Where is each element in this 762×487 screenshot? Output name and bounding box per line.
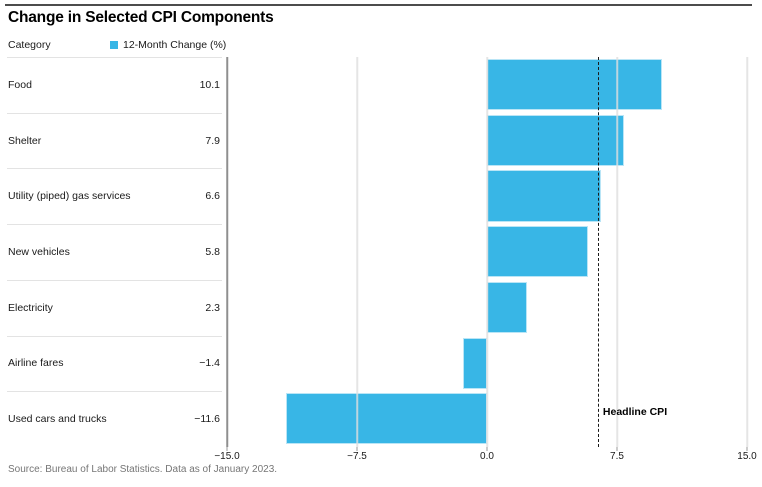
tick-label: 7.5 <box>610 451 624 462</box>
tick-label: 0.0 <box>480 451 494 462</box>
row-divider <box>7 279 222 281</box>
category-value: 7.9 <box>205 134 220 147</box>
bar <box>487 226 588 278</box>
plot-area: Headline CPI <box>226 57 748 447</box>
row-divider <box>7 224 222 226</box>
legend-series-label: 12-Month Change (%) <box>123 39 227 51</box>
bar <box>462 337 487 389</box>
tick-label: −15.0 <box>214 451 240 462</box>
category-value: 10.1 <box>199 78 220 91</box>
category-value: −1.4 <box>199 357 220 370</box>
category-column-header: Category <box>8 39 51 51</box>
category-value: 5.8 <box>205 245 220 258</box>
row-divider <box>7 57 222 58</box>
bar <box>487 59 663 111</box>
category-label: Used cars and trucks <box>8 413 107 426</box>
axis-line <box>226 57 228 447</box>
category-label: Electricity <box>8 301 53 314</box>
gridline <box>616 57 618 447</box>
bar <box>487 114 624 166</box>
bar <box>285 393 487 445</box>
chart-title: Change in Selected CPI Components <box>8 9 274 26</box>
headline-cpi-reference-line <box>597 57 599 447</box>
headline-cpi-label: Headline CPI <box>602 406 668 418</box>
row-divider <box>7 391 222 393</box>
tick-label: 15.0 <box>737 451 757 462</box>
category-value: −11.6 <box>194 413 220 426</box>
category-value: 6.6 <box>205 190 220 203</box>
gridline <box>486 57 488 447</box>
tick-mark <box>616 447 618 451</box>
category-row: New vehicles 5.8 <box>8 224 220 280</box>
category-row: Used cars and trucks −11.6 <box>8 391 220 447</box>
category-row: Food 10.1 <box>8 57 220 113</box>
category-value: 2.3 <box>205 301 220 314</box>
category-label: Shelter <box>8 134 42 147</box>
row-divider <box>7 112 222 114</box>
category-label: Food <box>8 78 32 91</box>
legend: 12-Month Change (%) <box>110 39 226 51</box>
category-label-column: Food 10.1 Shelter 7.9 Utility (piped) gas se… <box>0 57 227 447</box>
tick-mark <box>226 447 228 451</box>
tick-mark <box>356 447 358 451</box>
title-top-rule <box>5 4 752 6</box>
category-label: New vehicles <box>8 245 70 258</box>
legend-swatch-icon <box>110 41 118 49</box>
category-label: Utility (piped) gas services <box>8 190 131 203</box>
category-row: Electricity 2.3 <box>8 280 220 336</box>
x-axis: −15.0 −7.5 0.0 7.5 15.0 <box>214 447 757 467</box>
tick-mark <box>746 447 748 451</box>
row-divider <box>7 335 222 337</box>
gridline <box>746 57 748 447</box>
bar <box>487 170 602 222</box>
tick-mark <box>486 447 488 451</box>
category-label: Airline fares <box>8 357 64 370</box>
tick-label: −7.5 <box>347 451 367 462</box>
category-row: Shelter 7.9 <box>8 113 220 169</box>
category-row: Airline fares −1.4 <box>8 336 220 392</box>
bar <box>487 281 527 334</box>
gridline <box>356 57 358 447</box>
category-row: Utility (piped) gas services 6.6 <box>8 168 220 224</box>
row-divider <box>7 168 222 170</box>
source-note: Source: Bureau of Labor Statistics. Data… <box>8 464 278 475</box>
